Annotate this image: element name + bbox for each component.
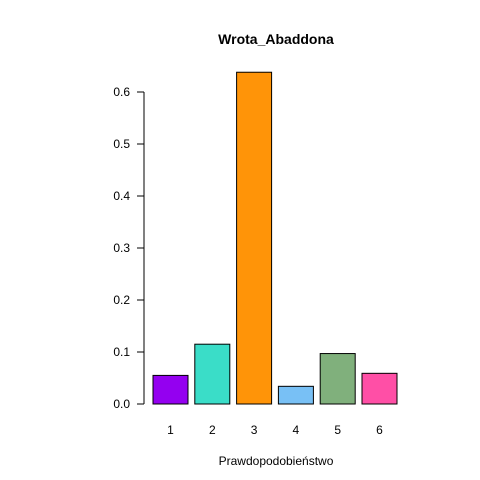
chart-title: Wrota_Abaddona: [218, 31, 334, 47]
y-tick-label: 0.5: [113, 137, 130, 151]
bars: [152, 71, 398, 405]
x-category-label: 4: [293, 423, 300, 437]
y-tick-label: 0.2: [113, 293, 130, 307]
bar-5: [319, 353, 356, 405]
y-tick-label: 0.3: [113, 241, 130, 255]
y-tick-label: 0.0: [113, 397, 130, 411]
bar-2: [194, 343, 231, 405]
y-tick-label: 0.1: [113, 345, 130, 359]
bar-3: [236, 71, 273, 405]
bar-4: [277, 385, 314, 405]
y-tick-label: 0.4: [113, 189, 130, 203]
x-category-label: 6: [376, 423, 383, 437]
x-category-label: 5: [334, 423, 341, 437]
x-axis-category-labels: 1 2 3 4 5 6: [167, 423, 383, 437]
y-tick-label: 0.6: [113, 85, 130, 99]
x-category-label: 2: [209, 423, 216, 437]
y-axis: 0.0 0.1 0.2 0.3 0.4 0.5 0.6: [113, 85, 145, 411]
bar-1: [152, 374, 189, 405]
x-axis-label: Prawdopodobieństwo: [219, 454, 334, 468]
bar-6: [361, 372, 398, 405]
x-category-label: 3: [251, 423, 258, 437]
x-category-label: 1: [167, 423, 174, 437]
